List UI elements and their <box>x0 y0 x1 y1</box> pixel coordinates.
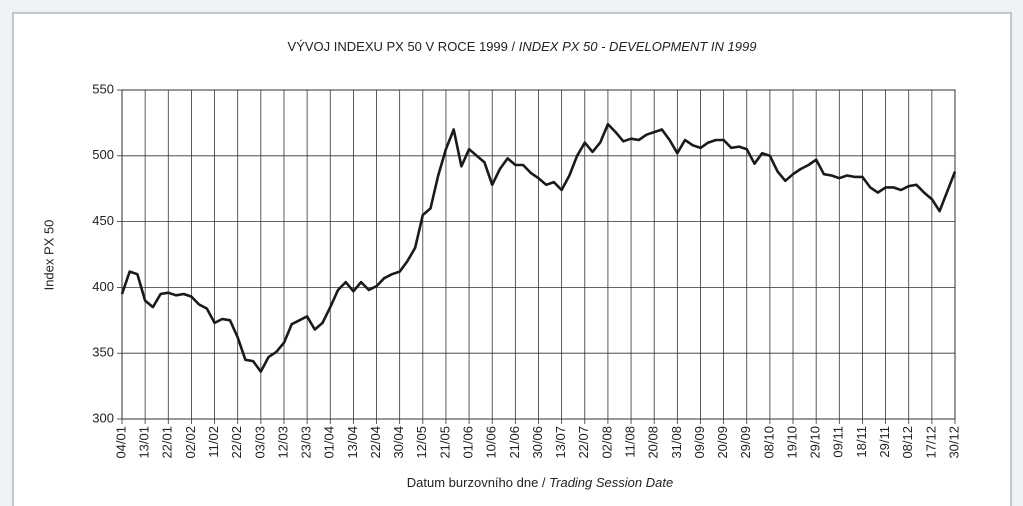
x-tick-label: 02/08 <box>599 426 614 459</box>
x-tick-label: 17/12 <box>923 426 938 459</box>
y-tick-label: 550 <box>92 81 114 96</box>
x-tick-label: 30/04 <box>391 426 406 459</box>
x-tick-label: 01/06 <box>461 426 476 459</box>
x-tick-label: 13/04 <box>345 426 360 459</box>
x-label-cz: Datum burzovního dne / <box>407 475 546 490</box>
x-tick-label: 12/03 <box>275 426 290 459</box>
x-tick-label: 01/04 <box>322 426 337 459</box>
x-tick-label: 29/10 <box>808 426 823 459</box>
x-tick-label: 13/07 <box>553 426 568 459</box>
y-axis-label: Index PX 50 <box>41 220 56 291</box>
x-tick-label: 29/11 <box>877 426 892 458</box>
x-tick-label: 19/10 <box>784 426 799 459</box>
title-en: INDEX PX 50 - DEVELOPMENT IN 1999 <box>519 39 757 54</box>
x-tick-label: 30/12 <box>946 426 961 459</box>
x-tick-label: 20/09 <box>715 426 730 459</box>
y-tick-label: 450 <box>92 213 114 228</box>
chart-title: VÝVOJ INDEXU PX 50 V ROCE 1999 / INDEX P… <box>288 39 757 54</box>
y-tick-label: 500 <box>92 147 114 162</box>
x-tick-label: 10/06 <box>484 426 499 459</box>
x-tick-label: 18/11 <box>854 426 869 458</box>
y-tick-label: 400 <box>92 279 114 294</box>
x-tick-label: 21/06 <box>507 426 522 459</box>
x-tick-label: 04/01 <box>113 426 128 459</box>
x-tick-label: 23/03 <box>299 426 314 459</box>
x-tick-label: 11/02 <box>206 426 221 458</box>
x-tick-label: 29/09 <box>738 426 753 459</box>
x-tick-label: 09/11 <box>831 426 846 458</box>
x-tick-label: 30/06 <box>530 426 545 459</box>
x-tick-label: 22/02 <box>229 426 244 459</box>
x-tick-label: 02/02 <box>183 426 198 459</box>
x-tick-label: 11/08 <box>622 426 637 458</box>
x-tick-label: 08/12 <box>900 426 915 459</box>
x-tick-label: 13/01 <box>137 426 152 459</box>
x-tick-label: 22/04 <box>368 426 383 459</box>
index-line <box>120 122 957 373</box>
x-tick-label: 20/08 <box>646 426 661 459</box>
x-tick-label: 09/09 <box>692 426 707 459</box>
x-tick-label: 03/03 <box>252 426 267 459</box>
y-tick-label: 350 <box>92 345 114 360</box>
title-cz: VÝVOJ INDEXU PX 50 V ROCE 1999 / <box>288 39 516 54</box>
x-tick-label: 31/08 <box>669 426 684 459</box>
x-tick-label: 22/07 <box>576 426 591 459</box>
y-tick-label: 300 <box>92 410 114 425</box>
x-label-en: Trading Session Date <box>549 475 673 490</box>
x-tick-label: 22/01 <box>160 426 175 459</box>
x-tick-label: 08/10 <box>761 426 776 459</box>
x-tick-label: 12/05 <box>414 426 429 459</box>
x-axis-label: Datum burzovního dne / Trading Session D… <box>407 475 673 490</box>
x-tick-label: 21/05 <box>437 426 452 459</box>
